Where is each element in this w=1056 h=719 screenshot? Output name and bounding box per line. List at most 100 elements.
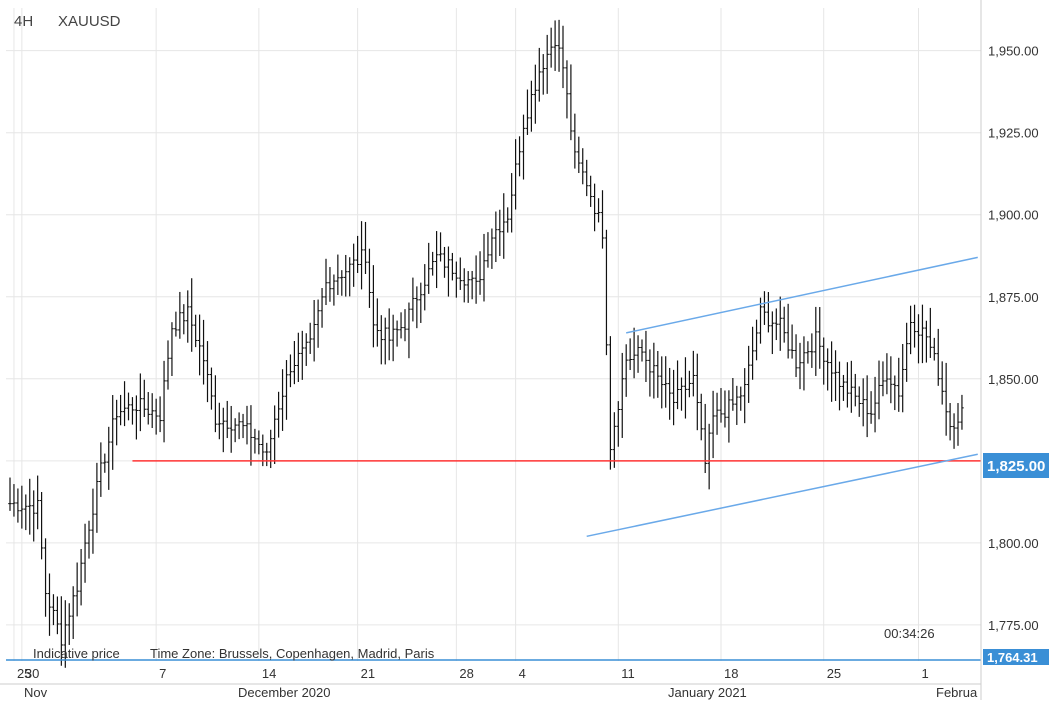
ohlc-bar <box>434 231 439 289</box>
ohlc-bar <box>284 360 289 420</box>
symbol-label[interactable]: XAUUSD <box>58 13 121 30</box>
x-tick-label: 18 <box>724 666 738 681</box>
channel-upper-line[interactable] <box>626 256 978 334</box>
ohlc-bar <box>43 538 48 617</box>
current-level-badge-text: 1,825.00 <box>987 458 1045 475</box>
ohlc-bars <box>8 19 964 668</box>
ohlc-bar <box>158 396 162 433</box>
ohlc-bar <box>138 373 143 432</box>
ohlc-bar <box>324 258 328 306</box>
bottom-price-badge <box>983 649 1049 665</box>
ohlc-bar <box>454 261 459 298</box>
ohlc-bar <box>474 255 478 304</box>
ohlc-bar <box>790 324 794 359</box>
ohlc-bar <box>829 341 834 402</box>
ohlc-bar <box>501 193 506 259</box>
ohlc-bar <box>114 399 119 446</box>
ohlc-bar <box>683 357 688 419</box>
ohlc-bar <box>494 211 498 263</box>
ohlc-bar <box>802 336 806 391</box>
ohlc-bar <box>849 360 854 413</box>
ohlc-bar <box>99 442 103 497</box>
ohlc-bar <box>91 488 95 554</box>
ohlc-bar <box>391 314 395 362</box>
ohlc-bar <box>908 305 913 355</box>
ohlc-bar <box>825 348 830 391</box>
ohlc-bar <box>695 353 700 431</box>
ohlc-bar <box>620 352 625 438</box>
ohlc-bar <box>545 34 549 94</box>
ohlc-bar <box>233 418 237 443</box>
current-level-badge <box>983 453 1049 478</box>
ohlc-bar <box>47 573 52 636</box>
y-tick-label: 1,875.00 <box>988 290 1039 305</box>
ohlc-bar <box>351 243 356 287</box>
ohlc-bar <box>79 548 83 606</box>
ohlc-bar <box>336 254 340 295</box>
x-tick-label: 25 <box>17 666 31 681</box>
ohlc-bar <box>940 361 944 405</box>
ohlc-bar <box>505 207 510 233</box>
ohlc-bar <box>659 356 664 409</box>
ohlc-bar <box>616 401 621 447</box>
ohlc-bar <box>711 390 715 459</box>
ohlc-bar <box>343 254 348 297</box>
ohlc-bar <box>881 361 885 397</box>
ohlc-bar <box>312 300 316 362</box>
ohlc-bar <box>833 350 838 401</box>
ohlc-bar <box>20 485 24 529</box>
x-tick-label: 14 <box>262 666 276 681</box>
timeframe-label[interactable]: 4H <box>14 13 33 30</box>
ohlc-bar <box>300 330 305 380</box>
indicative-price-label: Indicative price <box>33 646 120 661</box>
ohlc-bar <box>280 369 285 431</box>
channel-lower-line[interactable] <box>586 453 978 538</box>
ohlc-bar <box>584 159 589 197</box>
ohlc-bar <box>869 391 873 424</box>
ohlc-bar <box>687 370 692 398</box>
ohlc-bar <box>608 336 613 470</box>
ohlc-bar <box>12 484 16 517</box>
annotation-lines[interactable] <box>6 256 981 661</box>
ohlc-bar <box>738 386 743 411</box>
ohlc-bar <box>154 398 158 435</box>
ohlc-bar <box>292 340 297 385</box>
ohlc-bar <box>707 423 711 490</box>
ohlc-bar <box>225 400 230 439</box>
ohlc-bar <box>904 322 909 382</box>
ohlc-bar <box>774 308 779 341</box>
ohlc-bar <box>118 394 123 426</box>
ohlc-bar <box>134 395 139 440</box>
ohlc-bar <box>656 350 660 398</box>
ohlc-bar <box>604 229 609 356</box>
ohlc-bar <box>462 268 467 303</box>
ohlc-bar <box>446 246 451 297</box>
ohlc-bar <box>573 113 577 169</box>
ohlc-bar <box>63 600 68 668</box>
ohlc-bar <box>110 395 115 470</box>
ohlc-bar <box>253 428 257 454</box>
ohlc-bar <box>170 322 174 377</box>
ohlc-bar <box>264 442 269 467</box>
ohlc-bar <box>588 175 593 207</box>
ohlc-bar <box>525 89 530 135</box>
x-tick-label: 30 <box>25 666 39 681</box>
ohlc-bar <box>912 304 917 348</box>
ohlc-bar <box>245 405 249 445</box>
ohlc-bar <box>561 25 565 89</box>
ohlc-bar <box>924 320 929 363</box>
bottom-price-badge-text: 1,764.31 <box>987 650 1038 665</box>
ohlc-bar <box>766 292 771 333</box>
ohlc-bar <box>375 298 380 347</box>
ohlc-bar <box>893 375 897 411</box>
ohlc-bar <box>146 392 151 425</box>
ohlc-bar <box>960 394 964 430</box>
month-label: Nov <box>24 685 48 700</box>
ohlc-bar <box>106 426 111 490</box>
ohlc-bar <box>580 148 585 185</box>
ohlc-bar <box>778 296 783 351</box>
ohlc-bar <box>498 209 502 256</box>
y-tick-label: 1,925.00 <box>988 126 1039 141</box>
